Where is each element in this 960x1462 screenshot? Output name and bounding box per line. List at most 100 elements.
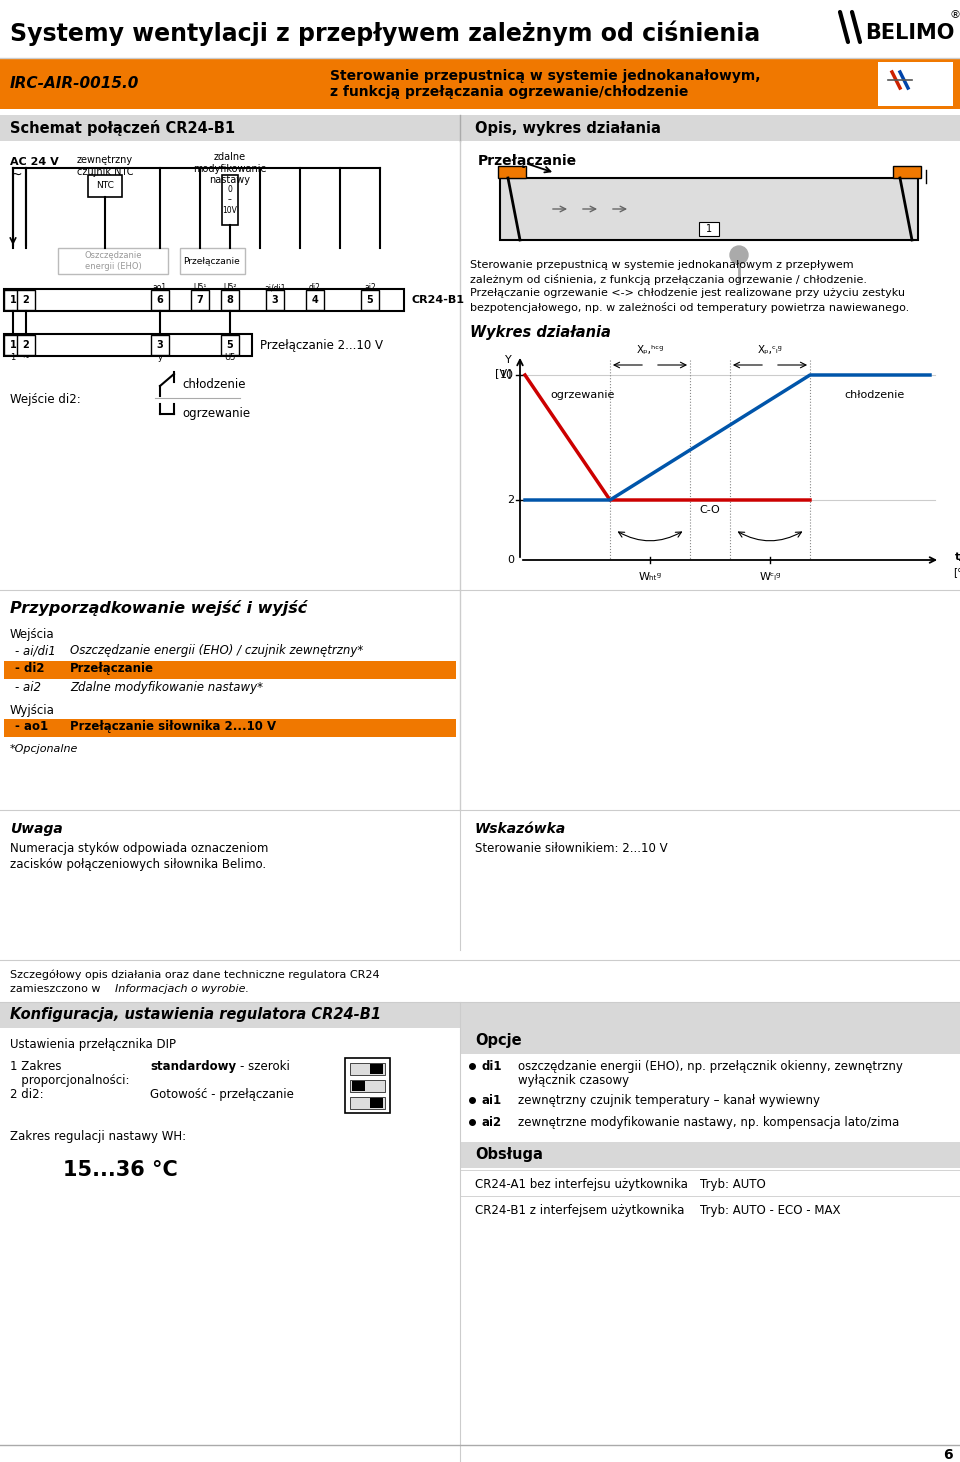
Text: Przełączanie ogrzewanie <-> chłodzenie jest realizowane przy użyciu zestyku: Przełączanie ogrzewanie <-> chłodzenie j…	[470, 288, 905, 298]
Text: Oszczędzanie energii (EHO) / czujnik zewnętrzny*: Oszczędzanie energii (EHO) / czujnik zew…	[70, 643, 363, 656]
Text: chłodzenie: chłodzenie	[845, 390, 905, 401]
Text: ao1: ao1	[153, 284, 167, 292]
Text: ogrzewanie: ogrzewanie	[550, 390, 614, 401]
Text: 1: 1	[11, 354, 15, 363]
Circle shape	[730, 246, 748, 265]
Text: Tryb: AUTO - ECO - MAX: Tryb: AUTO - ECO - MAX	[700, 1205, 841, 1216]
Text: Tryb: AUTO: Tryb: AUTO	[700, 1178, 766, 1192]
Bar	[151, 335, 169, 355]
Text: Sterowanie przepustnicą w systemie jednokanałowym z przepływem: Sterowanie przepustnicą w systemie jedno…	[470, 260, 853, 270]
Bar	[0, 58, 960, 110]
Text: 1: 1	[10, 341, 16, 349]
Text: 6: 6	[943, 1447, 953, 1462]
Text: 3: 3	[156, 341, 163, 349]
Text: - ao1: - ao1	[15, 719, 48, 732]
Bar	[350, 1080, 385, 1092]
Text: 8: 8	[227, 295, 233, 306]
Text: *Opcjonalne: *Opcjonalne	[10, 744, 79, 754]
Text: Przełączanie siłownika 2...10 V: Przełączanie siłownika 2...10 V	[70, 719, 276, 732]
Text: Xₚ,ʰᶜᵍ: Xₚ,ʰᶜᵍ	[636, 345, 663, 355]
Bar	[4, 661, 456, 678]
Text: tⱼ: tⱼ	[955, 553, 960, 561]
Bar	[370, 1064, 383, 1075]
Text: U5¹: U5¹	[193, 284, 206, 292]
Text: di2: di2	[309, 284, 321, 292]
Text: - di2: - di2	[15, 662, 44, 675]
Text: Schemat połączeń CR24-B1: Schemat połączeń CR24-B1	[10, 120, 235, 136]
Text: Przełączanie: Przełączanie	[70, 662, 154, 675]
Text: - szeroki: - szeroki	[240, 1060, 290, 1073]
Text: 0: 0	[507, 556, 514, 564]
Text: U5²: U5²	[224, 284, 237, 292]
Text: 2: 2	[507, 496, 514, 504]
Text: ai/di1: ai/di1	[264, 284, 286, 292]
Bar	[222, 175, 238, 225]
Text: Obsługa: Obsługa	[475, 1148, 542, 1162]
Text: Zdalne modyfikowanie nastawy*: Zdalne modyfikowanie nastawy*	[70, 681, 263, 694]
Text: [V]: [V]	[495, 368, 512, 379]
Text: 1: 1	[706, 224, 712, 234]
Text: ®: ®	[949, 10, 960, 20]
Text: zewnętrzny
czujnik NTC: zewnętrzny czujnik NTC	[77, 155, 133, 177]
Bar	[17, 289, 35, 310]
Text: Xₚ,ᶜₗᵍ: Xₚ,ᶜₗᵍ	[757, 345, 782, 355]
Bar	[191, 289, 209, 310]
Text: - ai2: - ai2	[15, 681, 41, 694]
Text: Wskazówka: Wskazówka	[475, 822, 566, 836]
Text: 2 di2:: 2 di2:	[10, 1088, 43, 1101]
Text: ai2: ai2	[364, 284, 376, 292]
Text: 0
–
10V: 0 – 10V	[223, 186, 237, 215]
Bar	[878, 61, 953, 107]
Text: zewnętrzne modyfikowanie nastawy, np. kompensacja lato/zima: zewnętrzne modyfikowanie nastawy, np. ko…	[518, 1116, 900, 1129]
Text: Wykres działania: Wykres działania	[470, 325, 611, 341]
Text: Informacjach o wyrobie.: Informacjach o wyrobie.	[115, 984, 249, 994]
Text: zależnym od ciśnienia, z funkcją przełączania ogrzewanie / chłodzenie.: zależnym od ciśnienia, z funkcją przełąc…	[470, 273, 867, 285]
Text: Zakres regulacji nastawy WH:: Zakres regulacji nastawy WH:	[10, 1130, 186, 1143]
Text: 3: 3	[272, 295, 278, 306]
Text: CR24-B1: CR24-B1	[412, 295, 465, 306]
Bar	[180, 249, 245, 273]
Text: AC 24 V: AC 24 V	[10, 156, 59, 167]
Text: ~: ~	[10, 168, 22, 181]
Text: Oszczędzanie
energii (EHO): Oszczędzanie energii (EHO)	[84, 251, 142, 270]
Bar	[4, 719, 456, 737]
Text: Wejście di2:: Wejście di2:	[10, 393, 81, 406]
Text: standardowy: standardowy	[150, 1060, 236, 1073]
Text: Wᶜₗᵍ: Wᶜₗᵍ	[759, 572, 780, 582]
Text: ~: ~	[22, 354, 30, 363]
Bar	[0, 0, 960, 58]
Text: 7: 7	[197, 295, 204, 306]
Text: U5: U5	[225, 354, 236, 363]
Text: Przyporządkowanie wejść i wyjść: Przyporządkowanie wejść i wyjść	[10, 599, 307, 616]
Text: wyłącznik czasowy: wyłącznik czasowy	[518, 1075, 629, 1088]
Text: 15...36 °C: 15...36 °C	[62, 1159, 178, 1180]
Text: 6: 6	[156, 295, 163, 306]
Text: Gotowość - przełączanie: Gotowość - przełączanie	[150, 1088, 294, 1101]
Text: NTC: NTC	[96, 181, 114, 190]
Bar	[350, 1063, 385, 1075]
Bar	[0, 1001, 960, 1028]
Bar	[151, 289, 169, 310]
Text: 5: 5	[367, 295, 373, 306]
Text: zdalne
modyfikowanie
nastawy: zdalne modyfikowanie nastawy	[193, 152, 267, 186]
Bar	[4, 289, 22, 310]
Bar	[4, 333, 252, 357]
Text: Uwaga: Uwaga	[10, 822, 62, 836]
Bar	[4, 335, 22, 355]
Text: C-O: C-O	[700, 504, 720, 515]
Bar	[699, 222, 719, 235]
Text: proporcjonalności:: proporcjonalności:	[10, 1075, 130, 1088]
Text: zamieszczono w: zamieszczono w	[10, 984, 104, 994]
Bar	[266, 289, 284, 310]
Text: zacisków połączeniowych siłownika Belimo.: zacisków połączeniowych siłownika Belimo…	[10, 858, 266, 871]
Bar	[893, 167, 921, 178]
Bar	[345, 1058, 390, 1113]
Bar	[350, 1096, 385, 1110]
Text: 2: 2	[23, 341, 30, 349]
Text: - ai/di1: - ai/di1	[15, 643, 56, 656]
Text: 10: 10	[500, 370, 514, 380]
Text: CR24-B1 z interfejsem użytkownika: CR24-B1 z interfejsem użytkownika	[475, 1205, 684, 1216]
Bar	[4, 289, 404, 311]
Text: 5: 5	[227, 341, 233, 349]
Text: 1: 1	[10, 295, 16, 306]
